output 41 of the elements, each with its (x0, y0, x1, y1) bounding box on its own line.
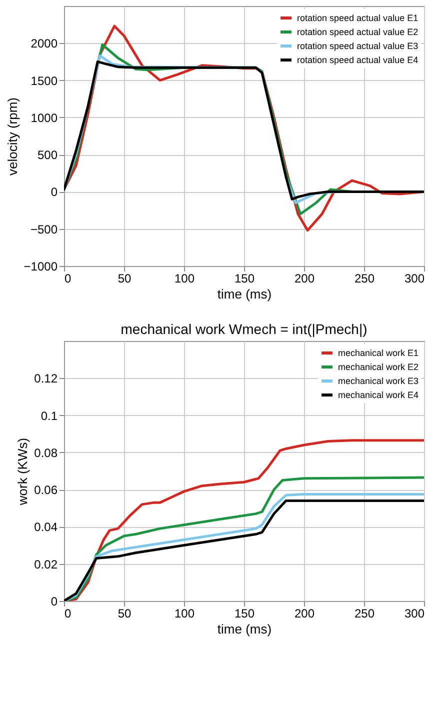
x-tick-label: 200 (294, 272, 315, 286)
y-tick-label: 0.08 (34, 446, 58, 460)
x-tick-label: 50 (118, 606, 132, 620)
y-axis-title: velocity (rpm) (4, 97, 20, 176)
legend-label: rotation speed actual value E3 (297, 41, 418, 51)
y-tick-label: 0 (50, 185, 58, 200)
legend-label: mechanical work E3 (338, 376, 419, 386)
y-tick-label: 0.1 (40, 408, 58, 423)
x-tick-label: 0 (64, 272, 72, 286)
y-tick-label: −500 (30, 222, 58, 236)
x-tick-label: 100 (174, 272, 195, 286)
x-tick-label: 300 (404, 606, 425, 620)
x-tick-label: 250 (354, 272, 375, 286)
x-tick-label: 250 (354, 606, 375, 620)
x-tick-label: 300 (404, 272, 425, 286)
legend-label: mechanical work E4 (338, 390, 419, 400)
y-tick-label: 0.12 (34, 372, 58, 386)
chart-title: mechanical work Wmech = int(|Pmech|) (120, 321, 368, 337)
y-axis-title: work (KWs) (15, 438, 30, 506)
y-tick-label: 0 (50, 594, 58, 608)
x-tick-label: 150 (234, 606, 255, 620)
y-tick-label: −1000 (24, 260, 58, 274)
legend-label: rotation speed actual value E4 (297, 55, 418, 65)
y-tick-label: 2000 (30, 36, 58, 51)
y-tick-label: 500 (37, 148, 58, 162)
x-tick-label: 200 (294, 606, 315, 620)
x-axis-title: time (ms) (217, 286, 272, 302)
legend-label: mechanical work E2 (338, 362, 419, 372)
y-tick-label: 1500 (30, 74, 58, 88)
legend-label: mechanical work E1 (338, 348, 419, 358)
x-tick-label: 0 (64, 606, 72, 620)
x-axis-title: time (ms) (217, 622, 272, 636)
legend-label: rotation speed actual value E2 (297, 27, 418, 37)
x-tick-label: 50 (118, 272, 132, 286)
x-tick-label: 100 (174, 606, 195, 620)
y-tick-label: 0.04 (34, 520, 58, 534)
y-tick-label: 0.02 (34, 557, 58, 572)
x-tick-label: 150 (234, 272, 255, 286)
y-tick-label: 0.06 (34, 483, 58, 498)
y-tick-label: 1000 (30, 110, 58, 125)
legend-label: rotation speed actual value E1 (297, 13, 418, 23)
